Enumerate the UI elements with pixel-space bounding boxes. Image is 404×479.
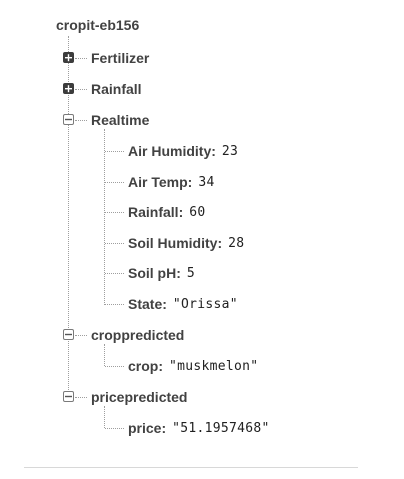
tree-line: [75, 89, 87, 90]
field-key: Soil pH:: [128, 265, 181, 281]
tree-line: [68, 36, 69, 398]
field-value: "muskmelon": [169, 358, 259, 374]
tree-line: [105, 428, 124, 429]
tree-line: [104, 344, 105, 366]
tree-node-realtime[interactable]: Realtime: [91, 110, 149, 130]
field-value: "51.1957468": [172, 420, 270, 436]
collapse-croppredicted-toggle[interactable]: [63, 329, 74, 340]
tree-line: [75, 397, 87, 398]
tree-line: [105, 182, 124, 183]
panel-divider: [24, 467, 358, 468]
tree-line: [105, 151, 124, 152]
tree-line: [104, 406, 105, 428]
field-value: 60: [189, 204, 206, 220]
field-state[interactable]: State: "Orissa": [128, 294, 238, 314]
expand-rainfall-toggle[interactable]: [63, 83, 74, 94]
tree-line: [105, 304, 124, 305]
field-key: Air Humidity:: [128, 143, 216, 159]
field-value: 28: [228, 235, 245, 251]
field-air-temp[interactable]: Air Temp: 34: [128, 172, 215, 192]
field-rainfall[interactable]: Rainfall: 60: [128, 202, 206, 222]
field-key: State:: [128, 296, 167, 312]
field-value: 34: [198, 174, 215, 190]
field-air-humidity[interactable]: Air Humidity: 23: [128, 141, 238, 161]
field-price[interactable]: price: "51.1957468": [128, 418, 270, 438]
collapse-realtime-toggle[interactable]: [63, 114, 74, 125]
field-crop[interactable]: crop: "muskmelon": [128, 356, 258, 376]
field-soil-humidity[interactable]: Soil Humidity: 28: [128, 233, 244, 253]
collapse-pricepredicted-toggle[interactable]: [63, 391, 74, 402]
tree-line: [105, 366, 124, 367]
tree-line: [104, 129, 105, 305]
plus-icon: [65, 85, 72, 93]
field-value: "Orissa": [172, 296, 238, 312]
plus-icon: [65, 54, 72, 62]
field-key: Soil Humidity:: [128, 235, 223, 251]
field-value: 5: [186, 265, 196, 281]
field-key: crop:: [128, 358, 163, 374]
field-key: Air Temp:: [128, 174, 193, 190]
field-value: 23: [221, 143, 239, 159]
node-label: pricepredicted: [91, 389, 188, 405]
node-label: croppredicted: [91, 327, 185, 343]
field-key: Rainfall:: [128, 204, 184, 220]
tree-line: [105, 243, 124, 244]
tree-line: [105, 273, 124, 274]
minus-icon: [65, 118, 72, 121]
tree-node-croppredicted[interactable]: croppredicted: [91, 325, 184, 345]
expand-fertilizer-toggle[interactable]: [63, 52, 74, 63]
node-label: Rainfall: [91, 81, 142, 97]
tree-node-fertilizer[interactable]: Fertilizer: [91, 48, 149, 68]
tree-line: [75, 120, 87, 121]
minus-icon: [65, 395, 72, 398]
field-key: price:: [128, 420, 167, 436]
tree-line: [105, 212, 124, 213]
tree-node-pricepredicted[interactable]: pricepredicted: [91, 387, 187, 407]
tree-root-label[interactable]: cropit-eb156: [56, 17, 140, 33]
node-label: Realtime: [91, 112, 150, 128]
minus-icon: [65, 333, 72, 336]
tree-node-rainfall[interactable]: Rainfall: [91, 79, 142, 99]
field-soil-ph[interactable]: Soil pH: 5: [128, 263, 195, 283]
tree-line: [75, 335, 87, 336]
tree-line: [75, 58, 87, 59]
node-label: Fertilizer: [91, 50, 150, 66]
